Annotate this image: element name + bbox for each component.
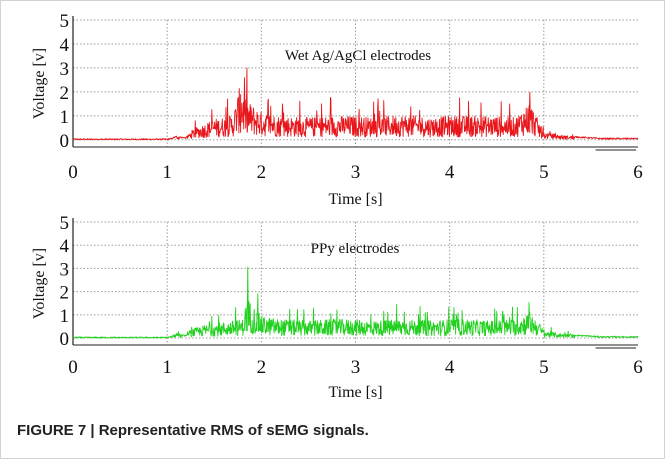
y-tick-label-1: 1 (60, 306, 70, 327)
signal-trace (72, 266, 639, 339)
x-tick-label-2: 2 (257, 162, 267, 183)
x-tick-label-4: 4 (445, 357, 455, 378)
x-tick-label-1: 1 (162, 162, 172, 183)
x-axis-label: Time [s] (328, 384, 382, 401)
y-axis-label: Voltage [v] (31, 248, 48, 319)
x-tick-label-2: 2 (257, 357, 267, 378)
x-tick-label-3: 3 (351, 357, 361, 378)
y-tick-label-3: 3 (60, 59, 70, 80)
y-tick-label-3: 3 (60, 259, 70, 280)
x-axis-label: Time [s] (328, 191, 382, 208)
x-tick-label-0: 0 (68, 357, 78, 378)
signal-trace (72, 67, 639, 141)
y-tick-label-2: 2 (60, 83, 70, 104)
series-annotation: Wet Ag/AgCl electrodes (285, 48, 431, 64)
y-tick-label-1: 1 (60, 107, 70, 128)
x-tick-label-6: 6 (633, 162, 643, 183)
x-tick-label-6: 6 (633, 357, 643, 378)
y-tick-label-5: 5 (60, 11, 70, 32)
y-tick-label-4: 4 (60, 236, 70, 257)
x-tick-label-5: 5 (539, 357, 549, 378)
x-tick-label-3: 3 (351, 162, 361, 183)
y-tick-label-5: 5 (60, 213, 70, 234)
x-tick-label-4: 4 (445, 162, 455, 183)
figure-caption: FIGURE 7 | Representative RMS of sEMG si… (17, 422, 369, 439)
y-axis-label: Voltage [v] (31, 48, 48, 119)
x-tick-label-1: 1 (162, 357, 172, 378)
y-tick-label-0: 0 (60, 329, 70, 350)
x-tick-label-5: 5 (539, 162, 549, 183)
y-tick-label-4: 4 (60, 35, 70, 56)
panel-top: 0 1 2 3 4 5 0 1 2 3 4 5 6 Time [s] Voltage [v] Wet Ag/A… (31, 11, 643, 208)
y-tick-label-2: 2 (60, 283, 70, 304)
series-annotation: PPy electrodes (311, 241, 400, 257)
y-tick-label-0: 0 (60, 131, 70, 152)
x-tick-label-0: 0 (68, 162, 78, 183)
